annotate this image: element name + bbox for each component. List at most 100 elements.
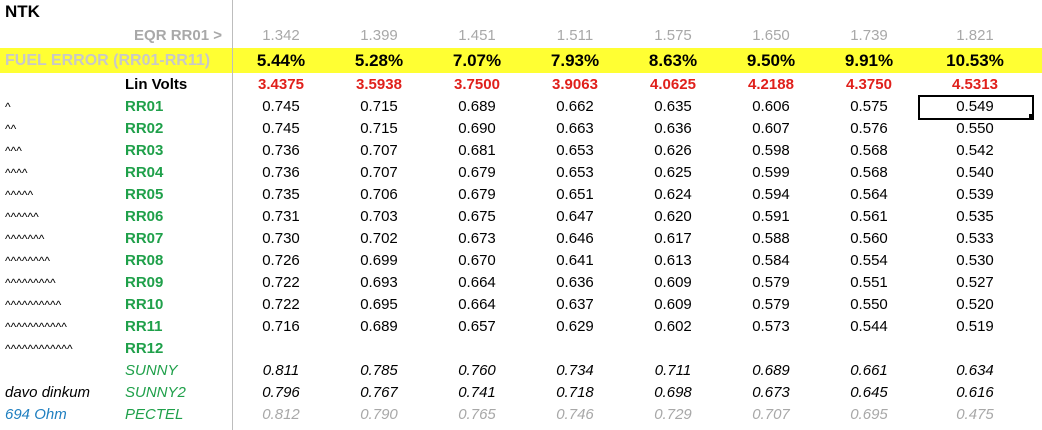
cell-value: 0.707 [752, 406, 790, 423]
cell-value: 0.584 [752, 252, 790, 269]
cell-value: 0.564 [850, 186, 888, 203]
row-note: 694 Ohm [5, 406, 67, 423]
cell-value: 0.647 [556, 208, 594, 225]
cell-value: 0.542 [956, 142, 994, 159]
row-marker: ^^^^^^^^ [5, 254, 51, 268]
cell-value: 0.620 [654, 208, 692, 225]
cell-value: 4.2188 [748, 76, 794, 93]
row-marker: ^^^^^ [5, 188, 34, 202]
cell-value: 0.679 [458, 186, 496, 203]
cell-value: 7.93% [550, 51, 600, 70]
cell-value: 0.625 [654, 164, 692, 181]
cell-value: 0.568 [850, 142, 888, 159]
row-marker: ^^^^ [5, 166, 28, 180]
cell-value: 0.746 [556, 406, 594, 423]
cell-value: 0.698 [654, 384, 692, 401]
cell-value: 0.594 [752, 186, 790, 203]
cell-value: 8.63% [648, 51, 698, 70]
cell-value: 4.3750 [846, 76, 892, 93]
cell-value: 0.673 [752, 384, 790, 401]
highlight-band [0, 48, 1042, 73]
cell-value: 1.451 [458, 27, 496, 44]
cell-value: 0.716 [262, 318, 300, 335]
row-marker: ^^^^^^^^^ [5, 276, 56, 290]
cell-value: 0.602 [654, 318, 692, 335]
cell-value: 0.734 [556, 362, 594, 379]
cell-value: 0.609 [654, 274, 692, 291]
cell-value: 0.475 [956, 406, 994, 423]
row-name: RR11 [125, 318, 163, 335]
row-name: RR02 [125, 120, 164, 137]
cell-value: 0.519 [956, 318, 994, 335]
row-marker: ^^^^^^^^^^^ [5, 320, 67, 334]
cell-value: 0.690 [458, 120, 496, 137]
cell-value: 9.91% [844, 51, 894, 70]
cell-value: 0.796 [262, 384, 300, 401]
selected-cell[interactable] [918, 95, 1034, 120]
cell-value: 3.5938 [356, 76, 402, 93]
cell-value: 0.729 [654, 406, 692, 423]
cell-value: 0.606 [752, 98, 790, 115]
row-name: RR06 [125, 208, 164, 225]
row-name: RR10 [125, 296, 164, 313]
cell-value: 0.657 [458, 318, 496, 335]
cell-value: 0.626 [654, 142, 692, 159]
row-marker: ^ [5, 100, 11, 114]
row-note: davo dinkum [5, 384, 91, 401]
cell-value: 0.689 [360, 318, 398, 335]
cell-value: 0.634 [956, 362, 994, 379]
cell-value: 0.641 [556, 252, 594, 269]
cell-value: 1.511 [556, 27, 594, 44]
cell-value: 0.790 [360, 406, 398, 423]
cell-value: 3.4375 [258, 76, 304, 93]
cell-value: 0.575 [850, 98, 888, 115]
row-marker: ^^^^^^^^^^^^ [5, 342, 73, 356]
cell-value: 0.624 [654, 186, 692, 203]
column-divider [232, 0, 233, 430]
cell-value: 0.715 [360, 120, 398, 137]
cell-value: 0.706 [360, 186, 398, 203]
cell-value: 0.560 [850, 230, 888, 247]
cell-value: 0.767 [360, 384, 398, 401]
row-name: RR05 [125, 186, 164, 203]
cell-value: 0.736 [262, 164, 300, 181]
cell-value: 0.722 [262, 274, 300, 291]
cell-value: 0.699 [360, 252, 398, 269]
sheet-title: NTK [5, 2, 40, 21]
cell-value: 0.588 [752, 230, 790, 247]
row-marker: ^^^^^^^ [5, 232, 45, 246]
cell-value: 0.551 [850, 274, 888, 291]
cell-value: 0.675 [458, 208, 496, 225]
cell-value: 0.576 [850, 120, 888, 137]
cell-value: 0.527 [956, 274, 994, 291]
cell-value: 0.726 [262, 252, 300, 269]
cell-value: 0.703 [360, 208, 398, 225]
row-name: PECTEL [125, 406, 184, 423]
row-name: RR08 [125, 252, 164, 269]
cell-value: 0.785 [360, 362, 398, 379]
cell-value: 0.715 [360, 98, 398, 115]
cell-value: 0.670 [458, 252, 496, 269]
cell-value: 0.765 [458, 406, 496, 423]
cell-value: 0.812 [262, 406, 300, 423]
cell-value: 0.598 [752, 142, 790, 159]
cell-value: 0.607 [752, 120, 790, 137]
cell-value: 0.745 [262, 120, 300, 137]
cell-value: 5.44% [256, 51, 306, 70]
cell-value: 0.731 [262, 208, 300, 225]
row-marker: ^^^^^^^^^^ [5, 298, 62, 312]
cell-value: 0.745 [262, 98, 300, 115]
cell-value: 0.591 [752, 208, 790, 225]
cell-value: 0.554 [850, 252, 888, 269]
eqr-label: EQR RR01 > [134, 27, 222, 44]
cell-value: 0.617 [654, 230, 692, 247]
row-name: SUNNY2 [125, 384, 186, 401]
cell-value: 4.5313 [952, 76, 998, 93]
cell-value: 1.575 [654, 27, 692, 44]
cell-value: 0.736 [262, 142, 300, 159]
cell-value: 0.645 [850, 384, 888, 401]
cell-value: 0.549 [956, 98, 994, 115]
fill-handle[interactable] [1029, 114, 1034, 119]
cell-value: 0.689 [458, 98, 496, 115]
